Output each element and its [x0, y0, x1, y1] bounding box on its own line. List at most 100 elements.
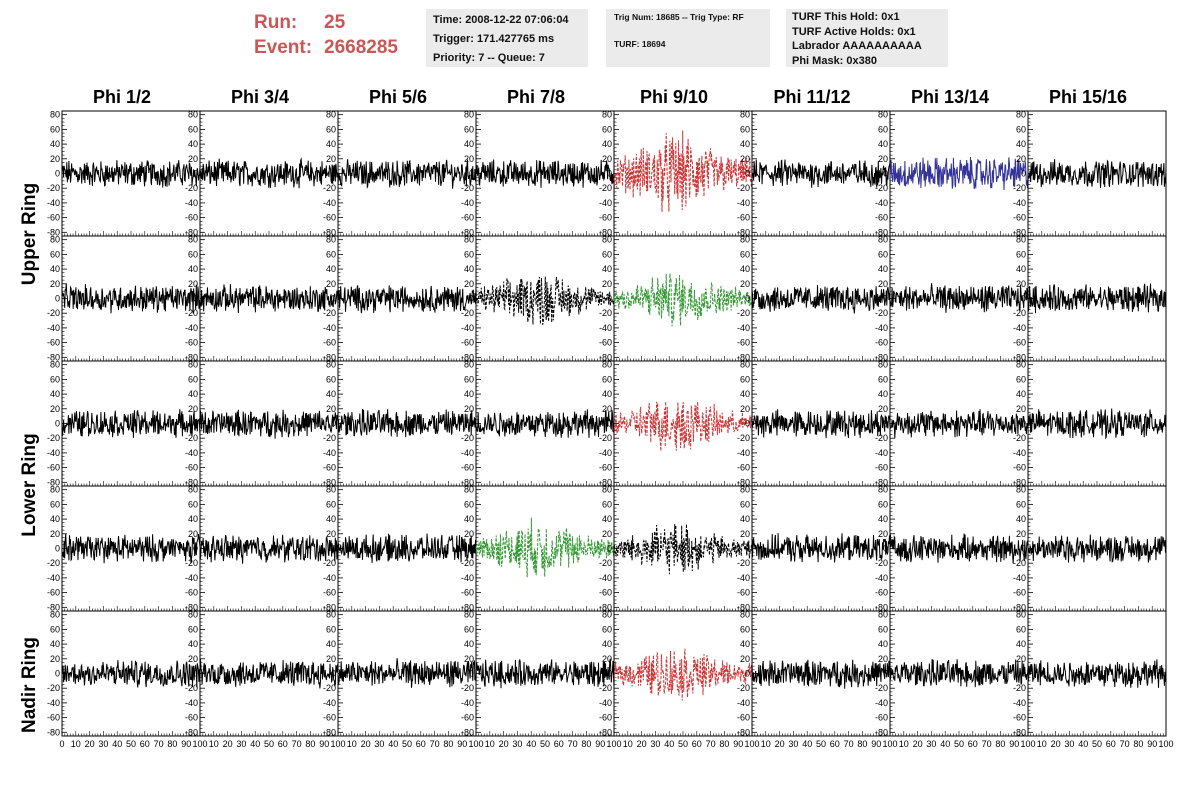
y-tick-label: 80 [602, 110, 612, 120]
y-tick-label: 80 [878, 485, 888, 495]
waveform-trace [337, 533, 477, 563]
y-tick-label: 80 [50, 235, 60, 245]
panel-r1-c1: -80 -60 -40 -20 0 20 40 60 80 [185, 235, 339, 362]
y-tick-label: -40 [185, 698, 198, 708]
y-tick-label: -40 [599, 698, 612, 708]
y-tick-label: 80 [740, 485, 750, 495]
y-tick-label: 80 [602, 610, 612, 620]
y-tick-label: 60 [326, 124, 336, 134]
labrador-text: Labrador AAAAAAAAAA [792, 40, 922, 52]
y-tick-label: -80 [737, 227, 750, 237]
panel-r0-c3: -80 -60 -40 -20 0 20 40 60 80 [461, 110, 615, 237]
y-tick-label: 80 [1016, 360, 1026, 370]
y-tick-label: 20 [188, 654, 198, 664]
y-tick-label: 60 [1016, 374, 1026, 384]
y-tick-label: -20 [185, 308, 198, 318]
waveform-trace [889, 156, 1029, 191]
y-tick-label: -20 [461, 683, 474, 693]
y-tick-label: -60 [461, 713, 474, 723]
y-tick-label: 40 [602, 389, 612, 399]
y-tick-label: 80 [1016, 610, 1026, 620]
y-tick-label: 40 [740, 639, 750, 649]
panel-r1-c0: -80 -60 -40 -20 0 20 40 60 80 [47, 235, 201, 362]
panel-r0-c5: -80 -60 -40 -20 0 20 40 60 80 [737, 110, 891, 237]
y-tick-label: -60 [1013, 588, 1026, 598]
y-tick-label: -80 [185, 477, 198, 487]
y-tick-label: 0 [607, 419, 612, 429]
x-tick-label: 20 [85, 739, 95, 749]
y-tick-label: -80 [1013, 727, 1026, 737]
y-tick-label: -20 [323, 558, 336, 568]
column-header-phi-11-12: Phi 11/12 [773, 87, 851, 107]
waveform-trace [199, 659, 339, 689]
y-tick-label: 0 [883, 669, 888, 679]
y-tick-label: 60 [878, 624, 888, 634]
y-tick-label: 0 [1021, 419, 1026, 429]
y-tick-label: 60 [188, 124, 198, 134]
waveform-trace [475, 658, 615, 689]
y-tick-label: -60 [185, 588, 198, 598]
y-tick-label: 40 [188, 514, 198, 524]
waveform-trace [61, 160, 201, 188]
y-tick-label: 80 [326, 610, 336, 620]
y-tick-label: 0 [1021, 294, 1026, 304]
y-tick-label: -60 [461, 588, 474, 598]
x-tick-label: 100 [882, 739, 897, 749]
panel-r4-c3: -80 -60 -40 -20 0 20 40 60 80 [461, 610, 615, 737]
x-tick-label: 10 [623, 739, 633, 749]
y-tick-label: -60 [323, 588, 336, 598]
y-tick-label: -20 [737, 558, 750, 568]
waveform-trace [613, 130, 753, 212]
x-tick-label: 10 [1037, 739, 1047, 749]
y-tick-label: -40 [461, 573, 474, 583]
y-tick-label: -20 [461, 308, 474, 318]
y-tick-label: -60 [875, 713, 888, 723]
y-tick-label: 60 [602, 499, 612, 509]
y-tick-label: -80 [875, 602, 888, 612]
y-tick-label: 60 [326, 249, 336, 259]
y-tick-label: 20 [464, 404, 474, 414]
y-tick-label: -40 [875, 448, 888, 458]
y-tick-label: 20 [1016, 654, 1026, 664]
x-tick-label: 100 [330, 739, 345, 749]
waveform-trace [199, 284, 339, 314]
y-tick-label: -80 [875, 352, 888, 362]
waveform-trace [751, 285, 891, 314]
y-tick-label: 60 [740, 249, 750, 259]
y-tick-label: 80 [188, 235, 198, 245]
y-tick-label: 60 [740, 624, 750, 634]
panel-r0-c7: -80 -60 -40 -20 0 20 40 60 80 [1013, 110, 1167, 237]
y-tick-label: 80 [188, 110, 198, 120]
y-tick-label: 20 [602, 279, 612, 289]
y-tick-label: 80 [740, 235, 750, 245]
y-tick-label: -40 [47, 323, 60, 333]
y-tick-label: -40 [1013, 573, 1026, 583]
x-tick-label: 80 [167, 739, 177, 749]
y-tick-label: -20 [737, 433, 750, 443]
y-tick-label: 0 [469, 669, 474, 679]
y-tick-label: -40 [47, 698, 60, 708]
y-tick-label: 60 [464, 499, 474, 509]
y-tick-label: -80 [599, 602, 612, 612]
x-tick-label: 80 [857, 739, 867, 749]
panel-r2-c2: -80 -60 -40 -20 0 20 40 60 80 [323, 360, 477, 487]
y-tick-label: 80 [878, 235, 888, 245]
y-tick-label: 40 [1016, 389, 1026, 399]
y-tick-label: -80 [47, 727, 60, 737]
y-tick-label: -40 [737, 448, 750, 458]
y-tick-label: 0 [331, 544, 336, 554]
waveform-trace [1027, 659, 1167, 688]
y-tick-label: 20 [602, 404, 612, 414]
y-tick-label: -60 [737, 588, 750, 598]
y-tick-label: 80 [740, 110, 750, 120]
y-tick-label: 40 [602, 264, 612, 274]
y-tick-label: 20 [740, 529, 750, 539]
x-tick-label: 50 [678, 739, 688, 749]
x-tick-label: 70 [292, 739, 302, 749]
y-tick-label: 60 [50, 499, 60, 509]
x-tick-label: 100 [192, 739, 207, 749]
y-tick-label: -40 [599, 198, 612, 208]
x-tick-label: 90 [319, 739, 329, 749]
y-tick-label: -20 [737, 308, 750, 318]
y-tick-label: -40 [599, 448, 612, 458]
